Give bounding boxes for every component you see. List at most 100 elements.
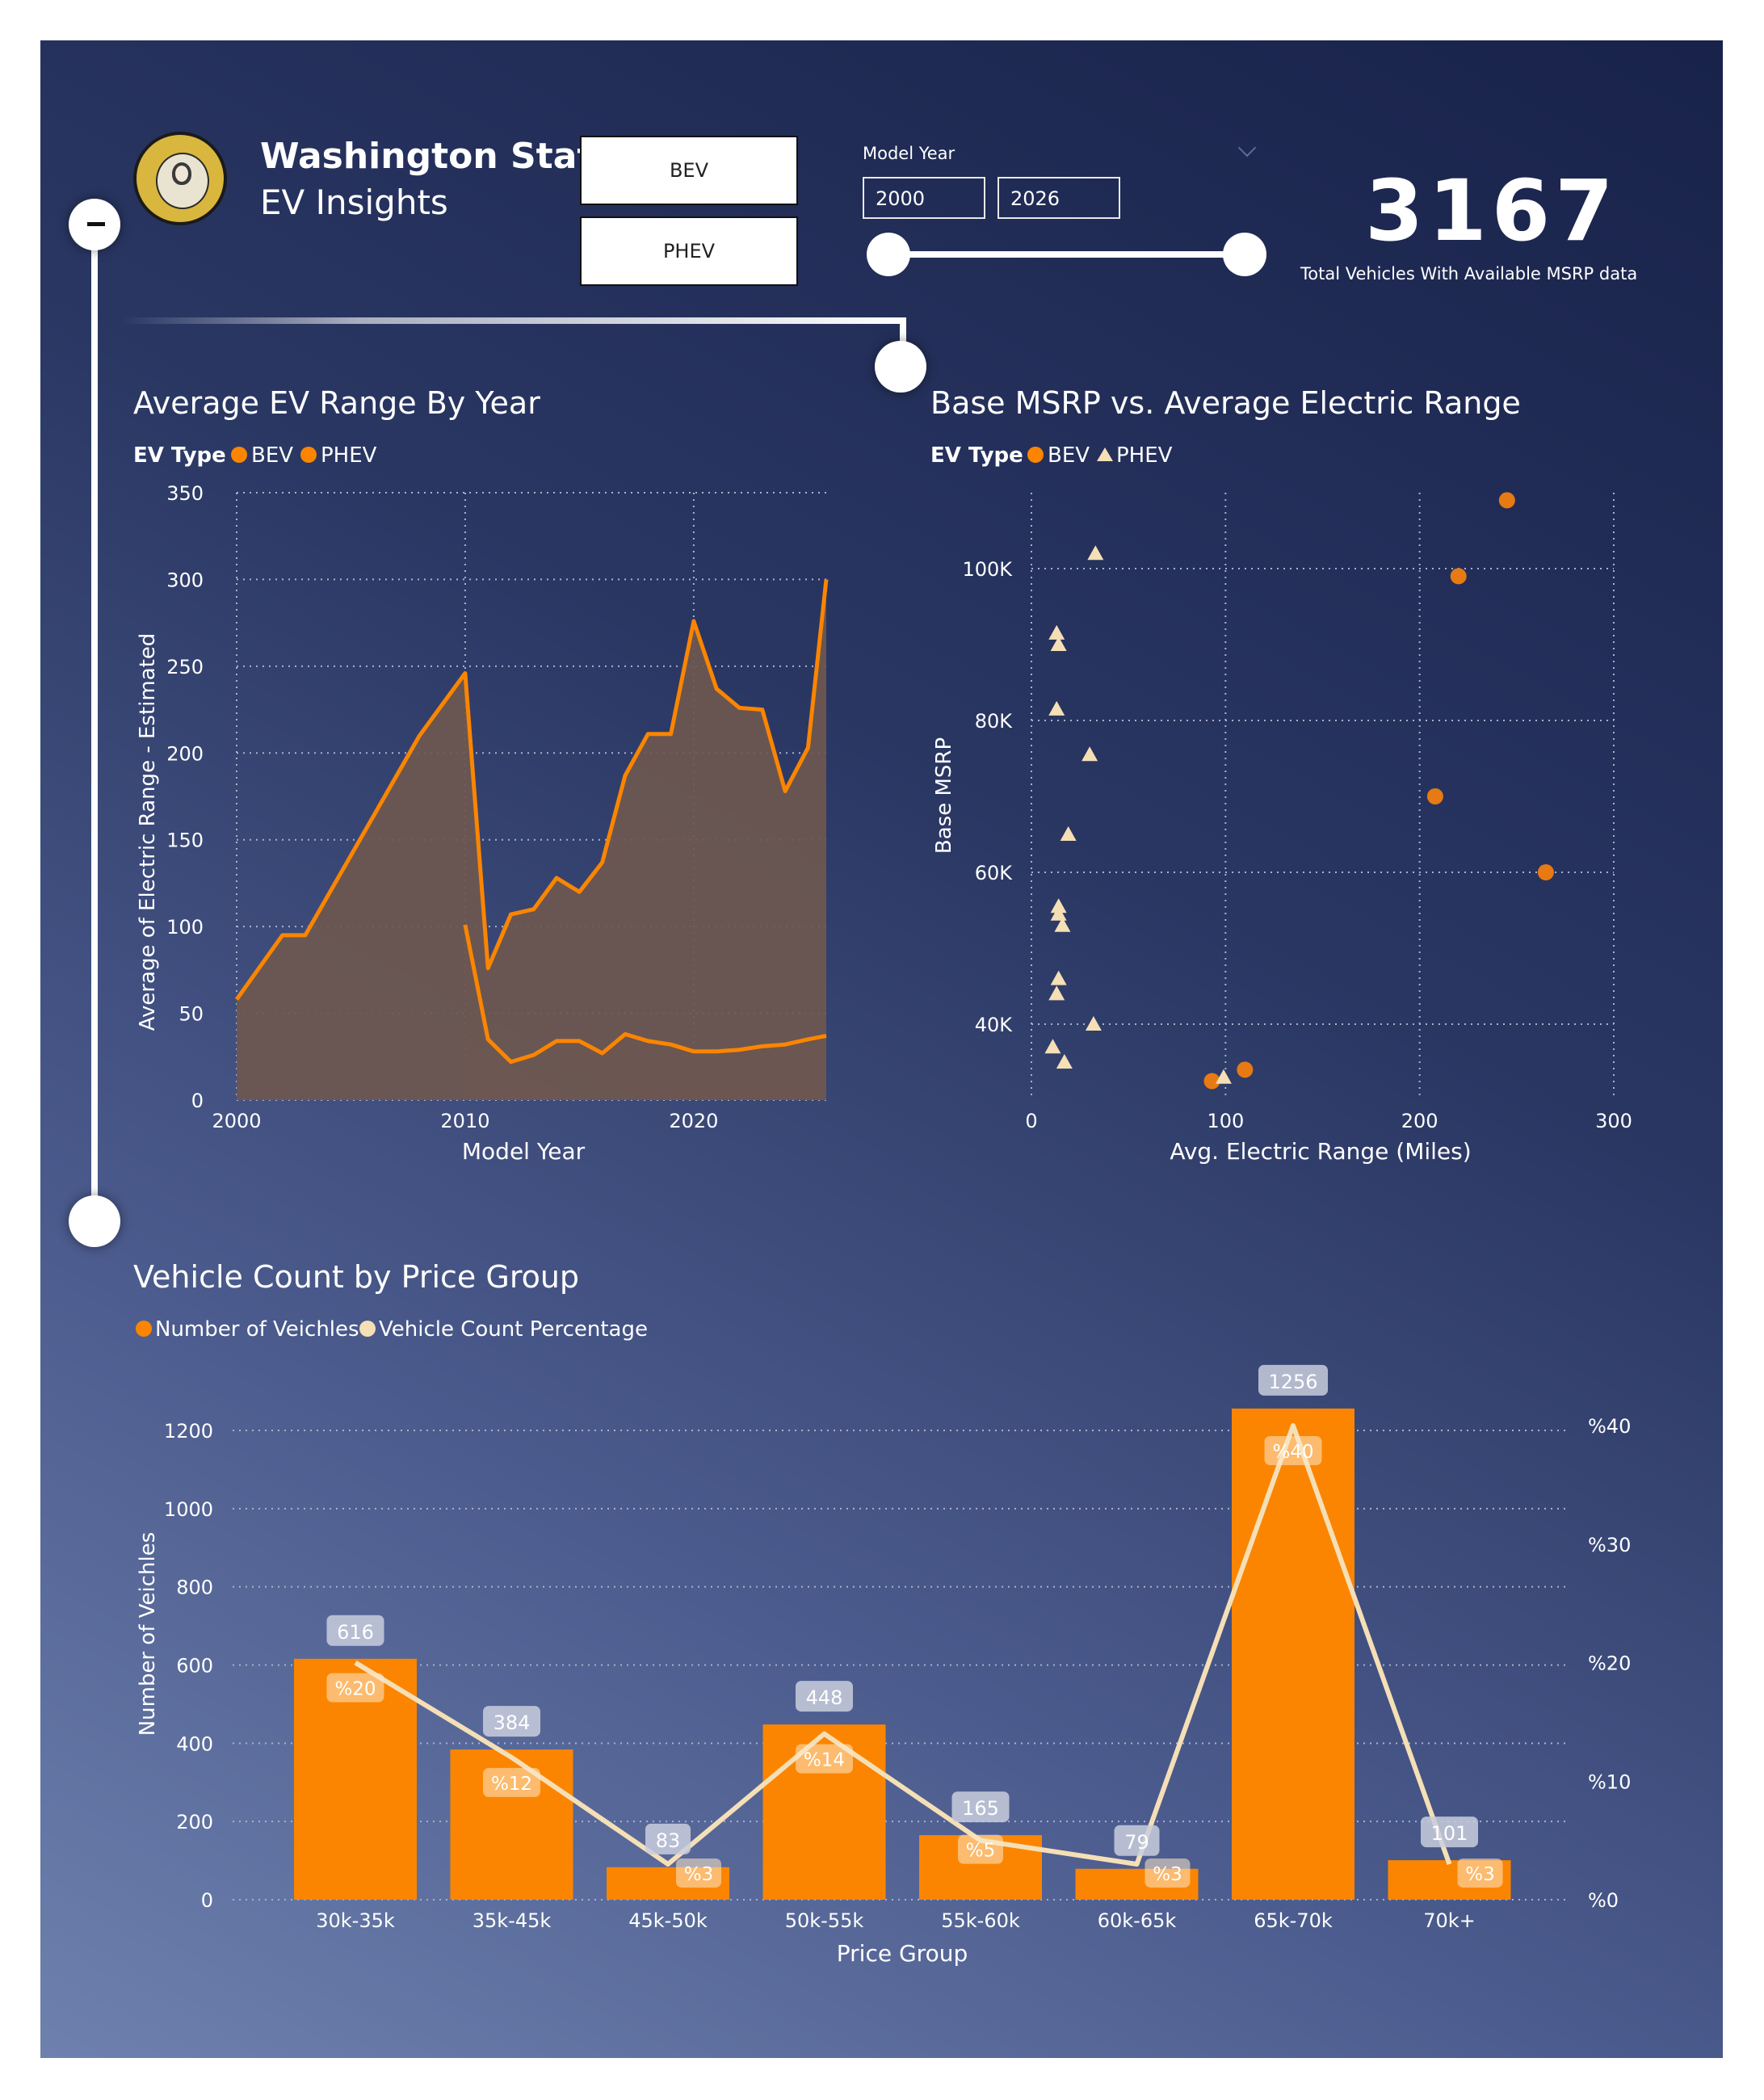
percent-data-label: %40 <box>1272 1442 1313 1463</box>
legend-item-phev[interactable]: PHEV <box>321 443 377 468</box>
model-year-label: Model Year <box>863 144 956 163</box>
percent-data-label: %14 <box>804 1750 845 1771</box>
legend-marker-count <box>136 1321 152 1337</box>
count-data-label: 165 <box>962 1797 999 1820</box>
scatter-point-bev <box>1537 864 1554 880</box>
collapse-toggle-button[interactable] <box>69 199 120 250</box>
y2-tick-label: %0 <box>1588 1889 1619 1912</box>
year-from-input[interactable]: 2000 <box>863 177 985 219</box>
count-label-bg <box>796 1681 853 1712</box>
percent-data-label: %12 <box>491 1774 532 1795</box>
y-tick-label: 1000 <box>164 1498 213 1521</box>
legend-item-percentage[interactable]: Vehicle Count Percentage <box>379 1317 648 1342</box>
y-tick-label: 60K <box>975 862 1014 884</box>
percent-label-bg <box>1264 1436 1322 1465</box>
scatter-point-phev <box>1082 746 1098 762</box>
dashboard-title: Washington State <box>260 136 619 177</box>
connector-node-bottom <box>69 1195 120 1247</box>
x-tick-label: 300 <box>1595 1110 1632 1132</box>
connector-node <box>875 341 926 393</box>
x-tick-label: 35k-45k <box>472 1909 552 1932</box>
percent-label-bg <box>1144 1858 1191 1888</box>
legend-marker-percentage <box>359 1321 376 1337</box>
x-tick-label: 70k+ <box>1423 1909 1476 1932</box>
scatter-point-bev <box>1203 1073 1220 1090</box>
bev-filter-button[interactable]: BEV <box>580 136 798 205</box>
msrp-vs-range-chart: Base MSRP vs. Average Electric Range EV … <box>930 385 1632 1165</box>
x-tick-label: 2020 <box>669 1110 718 1132</box>
legend-title: EV Type <box>133 443 226 468</box>
percent-data-label: %5 <box>966 1841 996 1862</box>
y-tick-label: 40K <box>975 1014 1014 1036</box>
line-phev <box>463 924 827 1065</box>
washington-seal-logo <box>133 132 227 225</box>
count-label-bg <box>1114 1825 1160 1856</box>
x-tick-label: 65k-70k <box>1254 1909 1333 1932</box>
legend-title: EV Type <box>930 443 1023 468</box>
x-tick-label: 30k-35k <box>316 1909 395 1932</box>
y2-tick-label: %30 <box>1588 1534 1631 1556</box>
year-to-input[interactable]: 2026 <box>998 177 1120 219</box>
x-tick-label: 60k-65k <box>1098 1909 1177 1932</box>
x-axis-label: Avg. Electric Range (Miles) <box>1170 1138 1471 1165</box>
range-by-year-chart: Average EV Range By Year EV Type BEV PHE… <box>133 385 829 1165</box>
kpi-total-vehicles: 3167 <box>1365 162 1619 260</box>
count-data-label: 83 <box>656 1829 681 1852</box>
count-data-label: 448 <box>806 1686 843 1709</box>
legend-item-bev[interactable]: BEV <box>251 443 293 468</box>
legend-marker-phev <box>300 447 317 463</box>
x-tick-label: 100 <box>1207 1110 1244 1132</box>
percent-label-bg <box>676 1858 721 1888</box>
chart-title: Average EV Range By Year <box>133 385 540 421</box>
dashboard-subtitle: EV Insights <box>260 183 448 222</box>
legend-marker-bev <box>231 447 247 463</box>
area-bev <box>237 579 826 1100</box>
legend-item-count[interactable]: Number of Veichles <box>155 1317 359 1342</box>
scatter-point-phev <box>1048 700 1065 716</box>
connector-line-horizontal <box>121 317 906 324</box>
kpi-label: Total Vehicles With Available MSRP data <box>1300 264 1638 284</box>
line-bev <box>234 579 829 1001</box>
percent-data-label: %3 <box>1465 1864 1495 1885</box>
y-axis-label: Number of Veichles <box>136 1532 160 1737</box>
legend-item-bev[interactable]: BEV <box>1048 443 1090 468</box>
count-label-bg <box>326 1615 384 1646</box>
y-tick-label: 200 <box>176 1811 213 1833</box>
count-data-label: 1256 <box>1268 1371 1317 1393</box>
count-label-bg <box>951 1791 1010 1823</box>
percent-label-bg <box>483 1767 540 1797</box>
x-tick-label: 50k-55k <box>785 1909 864 1932</box>
area-phev <box>464 925 826 1100</box>
y2-tick-label: %10 <box>1588 1770 1631 1793</box>
x-tick-label: 200 <box>1401 1110 1438 1132</box>
scatter-point-phev <box>1050 898 1067 914</box>
count-label-bg <box>1421 1816 1478 1848</box>
scatter-point-phev <box>1044 1039 1061 1054</box>
phev-filter-button[interactable]: PHEV <box>580 216 798 286</box>
count-data-label: 384 <box>494 1712 531 1734</box>
legend-marker-phev <box>1097 447 1113 461</box>
year-slider-end-handle[interactable] <box>1223 233 1266 276</box>
y-tick-label: 250 <box>166 656 204 678</box>
y-tick-label: 50 <box>178 1003 204 1026</box>
legend-item-phev[interactable]: PHEV <box>1116 443 1173 468</box>
scatter-point-phev <box>1056 1054 1073 1069</box>
y-tick-label: 200 <box>166 742 204 765</box>
scatter-point-bev <box>1498 492 1515 509</box>
count-label-bg <box>483 1706 540 1737</box>
scatter-point-bev <box>1450 568 1467 585</box>
legend-marker-bev <box>1027 447 1044 463</box>
y-tick-label: 400 <box>176 1732 213 1755</box>
percent-label-bg <box>326 1673 384 1703</box>
price-group-chart: Vehicle Count by Price Group Number of V… <box>133 1259 1631 1967</box>
count-data-label: 616 <box>337 1621 374 1644</box>
year-slider-track[interactable] <box>888 251 1245 258</box>
y-axis-label: Average of Electric Range - Estimated <box>136 633 160 1031</box>
year-slider-start-handle[interactable] <box>867 233 910 276</box>
percent-label-bg <box>958 1834 1003 1864</box>
scatter-point-phev <box>1085 1016 1102 1031</box>
scatter-point-phev <box>1087 545 1104 561</box>
scatter-point-phev <box>1050 905 1067 921</box>
scatter-point-phev <box>1050 636 1067 651</box>
percent-label-bg <box>796 1744 853 1774</box>
